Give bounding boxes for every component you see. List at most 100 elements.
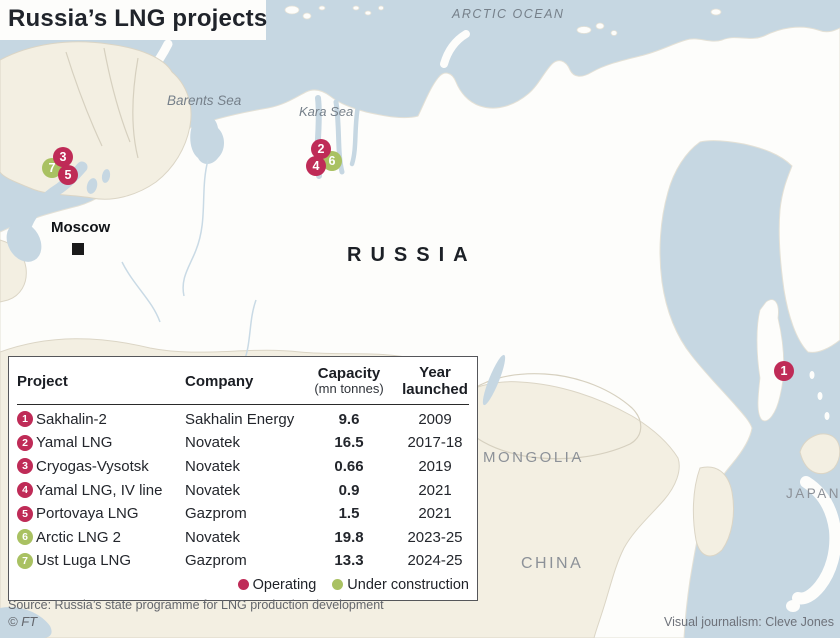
taz-bay	[333, 99, 345, 175]
cell-company: Gazprom	[185, 505, 247, 523]
map-marker-1: 1	[774, 361, 794, 381]
project-number-badge: 1	[17, 411, 33, 428]
cell-capacity: 0.9	[338, 481, 360, 499]
kuril-islands	[809, 371, 830, 420]
cell-company: Novatek	[185, 434, 241, 452]
baltic-sea	[6, 222, 42, 262]
label-arctic-ocean: ARCTIC OCEAN	[452, 7, 565, 21]
caspian-sea	[0, 606, 52, 638]
table-row-5: 5 Portovaya LNG Gazprom 1.5 2021	[17, 502, 471, 526]
legend: Operating Under construction	[17, 577, 471, 593]
korea-landmass	[692, 466, 735, 557]
project-number-badge: 2	[17, 434, 33, 451]
table-row-4: 4 Yamal LNG, IV line Novatek 0.9 2021	[17, 478, 471, 502]
page-title: Russia’s LNG projects	[8, 5, 268, 32]
projects-table-panel: Project Company Capacity (mn tonnes) Yea…	[8, 356, 478, 601]
ft-copyright: © FT	[8, 614, 38, 629]
table-row-7: 7 Ust Luga LNG Gazprom 13.3 2024-25	[17, 549, 471, 573]
cell-project: 2 Yamal LNG	[17, 434, 185, 451]
project-number-badge: 5	[17, 505, 33, 522]
map-marker-5: 5	[58, 165, 78, 185]
project-name: Yamal LNG, IV line	[36, 481, 163, 499]
cell-project: 7 Ust Luga LNG	[17, 552, 185, 569]
col-header-project: Project	[17, 372, 68, 390]
legend-item-under_construction: Under construction	[332, 577, 469, 593]
arctic-islands	[284, 5, 722, 36]
cell-company: Sakhalin Energy	[185, 410, 295, 428]
moscow-marker	[72, 243, 84, 255]
table-header-row: Project Company Capacity (mn tonnes) Yea…	[17, 364, 471, 399]
table-row-6: 6 Arctic LNG 2 Novatek 19.8 2023-25	[17, 525, 471, 549]
col-header-year: Year launched	[402, 364, 468, 399]
cell-year: 2009	[418, 410, 452, 428]
table-body: 1 Sakhalin-2 Sakhalin Energy 9.6 2009 2 Yamal …	[17, 408, 471, 573]
table-row-2: 2 Yamal LNG Novatek 16.5 2017-18	[17, 431, 471, 455]
cell-capacity: 19.8	[334, 528, 364, 546]
japan-islands	[792, 476, 840, 605]
cell-year: 2017-18	[407, 434, 463, 452]
title-backdrop	[0, 0, 266, 40]
project-number-badge: 4	[17, 482, 33, 499]
table-row-3: 3 Cryogas-Vysotsk Novatek 0.66 2019	[17, 455, 471, 479]
credit-note: Visual journalism: Cleve Jones	[664, 615, 834, 629]
project-name: Arctic LNG 2	[36, 528, 122, 546]
scandinavia-landmass	[0, 41, 192, 200]
cell-company: Novatek	[185, 528, 241, 546]
cell-year: 2021	[418, 505, 452, 523]
label-japan: JAPAN	[786, 486, 840, 501]
label-mongolia: MONGOLIA	[483, 449, 584, 466]
project-name: Cryogas-Vysotsk	[36, 457, 149, 475]
label-russia: RUSSIA	[347, 244, 477, 266]
map-marker-4: 4	[306, 156, 326, 176]
label-moscow: Moscow	[51, 219, 111, 236]
col-header-capacity: Capacity (mn tonnes)	[305, 365, 393, 397]
legend-item-operating: Operating	[237, 576, 317, 593]
col-header-capacity-unit: (mn tonnes)	[314, 381, 384, 397]
map-marker-2: 2	[311, 139, 331, 159]
legend-label: Operating	[252, 576, 317, 593]
label-barents-sea: Barents Sea	[167, 93, 242, 108]
project-name: Yamal LNG	[36, 434, 113, 452]
label-kara-sea: Kara Sea	[299, 104, 354, 119]
cell-capacity: 16.5	[334, 434, 364, 452]
project-name: Sakhalin-2	[36, 410, 107, 428]
cell-project: 3 Cryogas-Vysotsk	[17, 458, 185, 475]
cell-year: 2021	[418, 481, 452, 499]
cell-year: 2023-25	[407, 528, 463, 546]
under_construction-dot-icon	[332, 579, 344, 591]
cell-project: 5 Portovaya LNG	[17, 505, 185, 522]
lake-ladoga	[86, 178, 98, 194]
col-header-company: Company	[185, 372, 254, 390]
map-marker-3: 3	[53, 147, 73, 167]
kyushu-island	[786, 600, 800, 612]
project-name: Ust Luga LNG	[36, 552, 132, 570]
cell-company: Novatek	[185, 481, 241, 499]
lake-onega	[101, 169, 111, 183]
cell-company: Novatek	[185, 457, 241, 475]
table-row-1: 1 Sakhalin-2 Sakhalin Energy 9.6 2009	[17, 408, 471, 432]
yenisei-gulf	[349, 103, 361, 167]
project-name: Portovaya LNG	[36, 505, 139, 523]
project-number-badge: 6	[17, 529, 33, 546]
white-sea	[190, 115, 224, 164]
water-details	[0, 115, 506, 638]
cell-project: 1 Sakhalin-2	[17, 411, 185, 428]
cell-year: 2019	[418, 457, 452, 475]
cell-capacity: 13.3	[334, 552, 364, 570]
header-divider	[17, 403, 469, 405]
lake-baikal	[482, 354, 506, 406]
source-note: Source: Russia’s state programme for LNG…	[8, 598, 384, 612]
cell-capacity: 9.6	[338, 410, 360, 428]
cell-capacity: 1.5	[338, 505, 360, 523]
cell-company: Gazprom	[185, 552, 247, 570]
cell-project: 4 Yamal LNG, IV line	[17, 482, 185, 499]
legend-label: Under construction	[347, 576, 469, 593]
cell-year: 2024-25	[407, 552, 463, 570]
project-number-badge: 3	[17, 458, 33, 475]
operating-dot-icon	[237, 579, 249, 591]
cell-project: 6 Arctic LNG 2	[17, 529, 185, 546]
label-china: CHINA	[521, 555, 584, 572]
sakhalin-island	[756, 299, 785, 422]
cell-capacity: 0.66	[334, 457, 364, 475]
